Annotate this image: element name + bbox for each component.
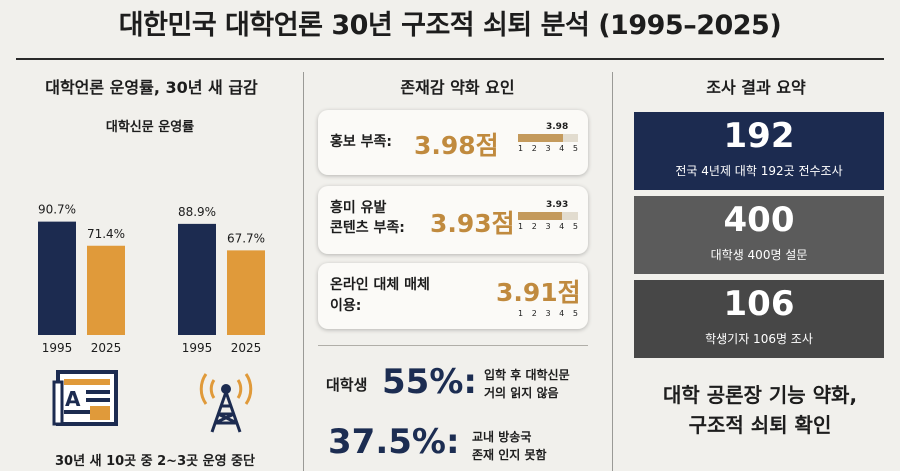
x-tick-label: 2025 xyxy=(91,341,122,355)
bar-value-label: 90.7% xyxy=(38,203,76,217)
left-bottom-note: 30년 새 10곳 중 2~3곳 운영 중단 xyxy=(55,454,255,469)
stat-desc-line2: 거의 읽지 않음 xyxy=(484,386,559,400)
stat-broadcast-unaware: 37.5%: 교내 방송국 존재 인지 못함 xyxy=(320,420,590,470)
factor-score: 3.91점 xyxy=(496,278,581,307)
stat-students-not-reading: 대학생 55%: 입학 후 대학신문 거의 읽지 않음 xyxy=(320,360,590,410)
factor-label-line1: 흥미 유발 xyxy=(330,200,387,216)
summary-box-universities: 192 전국 4년제 대학 192곳 전수조사 xyxy=(634,112,884,190)
summary-number: 400 xyxy=(723,200,795,240)
conclusion: 대학 공론장 기능 약화, 구조적 쇠퇴 확인 xyxy=(620,380,900,440)
stat-desc-line1: 입학 후 대학신문 xyxy=(484,368,570,382)
scale-tick: 3 xyxy=(545,222,551,231)
scale-tick: 5 xyxy=(572,144,578,153)
bar-value-label: 71.4% xyxy=(87,227,125,241)
scale-tick: 4 xyxy=(559,144,565,153)
bar-2025 xyxy=(227,250,265,335)
factor-label-line2: 이용: xyxy=(330,298,362,314)
middle-heading: 존재감 약화 요인 xyxy=(400,78,515,97)
title-divider xyxy=(16,58,884,60)
summary-text: 대학생 400명 설문 xyxy=(710,248,808,262)
scale-tick: 1 xyxy=(518,222,524,231)
scale-tick: 4 xyxy=(559,222,565,231)
x-tick-label: 1995 xyxy=(182,341,213,355)
stat-desc-line2: 존재 인지 못함 xyxy=(472,448,547,462)
column-divider-left xyxy=(303,72,304,471)
scale-tick: 5 xyxy=(572,309,578,318)
svg-text:A: A xyxy=(65,387,81,411)
scale-tick: 5 xyxy=(572,222,578,231)
bar-value-label: 67.7% xyxy=(227,231,265,245)
scale-tick: 1 xyxy=(518,309,524,318)
stat-prefix: 대학생 xyxy=(326,376,368,394)
scale-tick: 3 xyxy=(545,309,551,318)
x-tick-label: 2025 xyxy=(231,341,262,355)
scale-track xyxy=(518,134,578,142)
scale-tick: 2 xyxy=(531,144,537,153)
conclusion-line2: 구조적 쇠퇴 확인 xyxy=(688,413,832,437)
factor-label-line2: 콘텐츠 부족: xyxy=(330,220,405,236)
summary-box-students: 400 대학생 400명 설문 xyxy=(634,196,884,274)
column-divider-right xyxy=(612,72,613,471)
scale-tick: 3 xyxy=(545,144,551,153)
left-heading: 대학언론 운영률, 30년 새 급감 xyxy=(45,78,258,97)
left-subheading: 대학신문 운영률 xyxy=(105,120,195,135)
operation-rate-chart: 90.7% 1995 71.4% 2025 88.9% 1995 67.7% 2025 xyxy=(38,203,265,355)
factor-label: 홍보 부족: xyxy=(330,134,392,150)
newspaper-icon: A xyxy=(52,370,118,426)
stat-percent: 55%: xyxy=(382,362,477,402)
x-tick-label: 1995 xyxy=(42,341,73,355)
scale-fill xyxy=(518,134,563,142)
scale-tick: 2 xyxy=(531,309,537,318)
factor-score: 3.93점 xyxy=(430,209,515,238)
bar-1995 xyxy=(38,221,76,335)
stat-desc-line1: 교내 방송국 xyxy=(472,430,532,444)
summary-text: 전국 4년제 대학 192곳 전수조사 xyxy=(675,164,843,178)
bar-2025 xyxy=(87,245,125,335)
chart-newspaper: 90.7% 1995 71.4% 2025 xyxy=(38,203,125,355)
summary-number: 106 xyxy=(723,284,795,324)
broadcast-tower-icon xyxy=(199,373,253,433)
scale-tick: 2 xyxy=(531,222,537,231)
scale-tick: 1 xyxy=(518,144,524,153)
factor-score: 3.98점 xyxy=(414,131,499,160)
scale-value-label: 3.98 xyxy=(546,122,569,132)
scale-value-label: 3.93 xyxy=(546,200,569,210)
stat-percent: 37.5%: xyxy=(328,422,460,462)
right-heading: 조사 결과 요약 xyxy=(706,78,806,97)
summary-number: 192 xyxy=(723,116,795,156)
bar-1995 xyxy=(178,223,216,335)
summary-text: 학생기자 106명 조사 xyxy=(705,332,813,346)
stats-divider xyxy=(318,345,588,346)
bar-value-label: 88.9% xyxy=(178,205,216,219)
scale-track xyxy=(518,212,578,220)
summary-box-reporters: 106 학생기자 106명 조사 xyxy=(634,280,884,358)
page-title: 대한민국 대학언론 30년 구조적 쇠퇴 분석 (1995–2025) xyxy=(118,10,782,41)
scale-fill xyxy=(518,212,562,220)
factor-label-line1: 온라인 대체 매체 xyxy=(330,277,430,293)
conclusion-line1: 대학 공론장 기능 약화, xyxy=(662,383,858,407)
scale-tick: 4 xyxy=(559,309,565,318)
chart-broadcast: 88.9% 1995 67.7% 2025 xyxy=(178,205,265,355)
